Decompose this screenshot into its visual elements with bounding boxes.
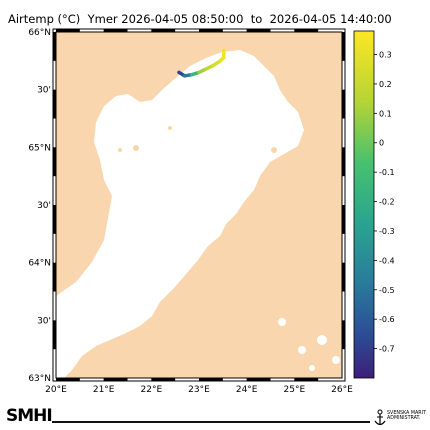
lon-label: 26°E [331, 385, 353, 395]
lon-label: 22°E [141, 385, 163, 395]
plot-title: Airtemp (°C) Ymer 2026-04-05 08:50:00 to… [8, 12, 392, 26]
colorbar-tick-label: -0.5 [379, 286, 395, 295]
colorbar-tick-label: -0.3 [379, 227, 395, 236]
smhi-logo: SMHI [6, 406, 53, 426]
colorbar-tick-label: 0.1 [379, 109, 392, 118]
lon-label: 24°E [236, 385, 258, 395]
anchor-icon [374, 409, 386, 426]
lon-label: 25°E [284, 385, 306, 395]
colorbar-tick-label: -0.7 [379, 345, 395, 354]
lat-label: 63°N [28, 374, 51, 384]
lon-label: 20°E [45, 385, 67, 395]
maritime-administration-text: SVENSKA MARIT ADMINISTRAT. [387, 411, 426, 422]
map-frame [52, 28, 346, 382]
lat-label: 30' [37, 316, 51, 326]
colorbar-tick-label: -0.4 [379, 256, 395, 265]
colorbar-gradient [353, 30, 375, 379]
lat-label: 66°N [28, 28, 51, 38]
colorbar: 0.3 0.2 0.1 0 -0.1 -0.2 -0.3 -0.4 -0.5 -0.6 -0.7 [353, 30, 395, 379]
maritime-administration-logo: SVENSKA MARIT ADMINISTRAT. [374, 408, 430, 430]
colorbar-tick-label: 0.3 [379, 51, 392, 60]
sea-area [56, 50, 304, 378]
lon-label: 23°E [188, 385, 210, 395]
colorbar-tick-label: -0.1 [379, 168, 395, 177]
footer-divider [52, 421, 370, 423]
colorbar-tick-label: 0.2 [379, 80, 392, 89]
ship-track [177, 48, 226, 78]
colorbar-tick-label: -0.6 [379, 315, 395, 324]
lat-label: 65°N [28, 143, 51, 153]
colorbar-tick-label: 0 [379, 139, 384, 148]
lat-label: 30' [37, 86, 51, 96]
lat-label: 64°N [28, 259, 51, 269]
lat-label: 30' [37, 201, 51, 211]
islands [75, 126, 301, 362]
colorbar-tick-label: -0.2 [379, 198, 395, 207]
coastal-water [278, 318, 340, 371]
lon-label: 21°E [93, 385, 115, 395]
